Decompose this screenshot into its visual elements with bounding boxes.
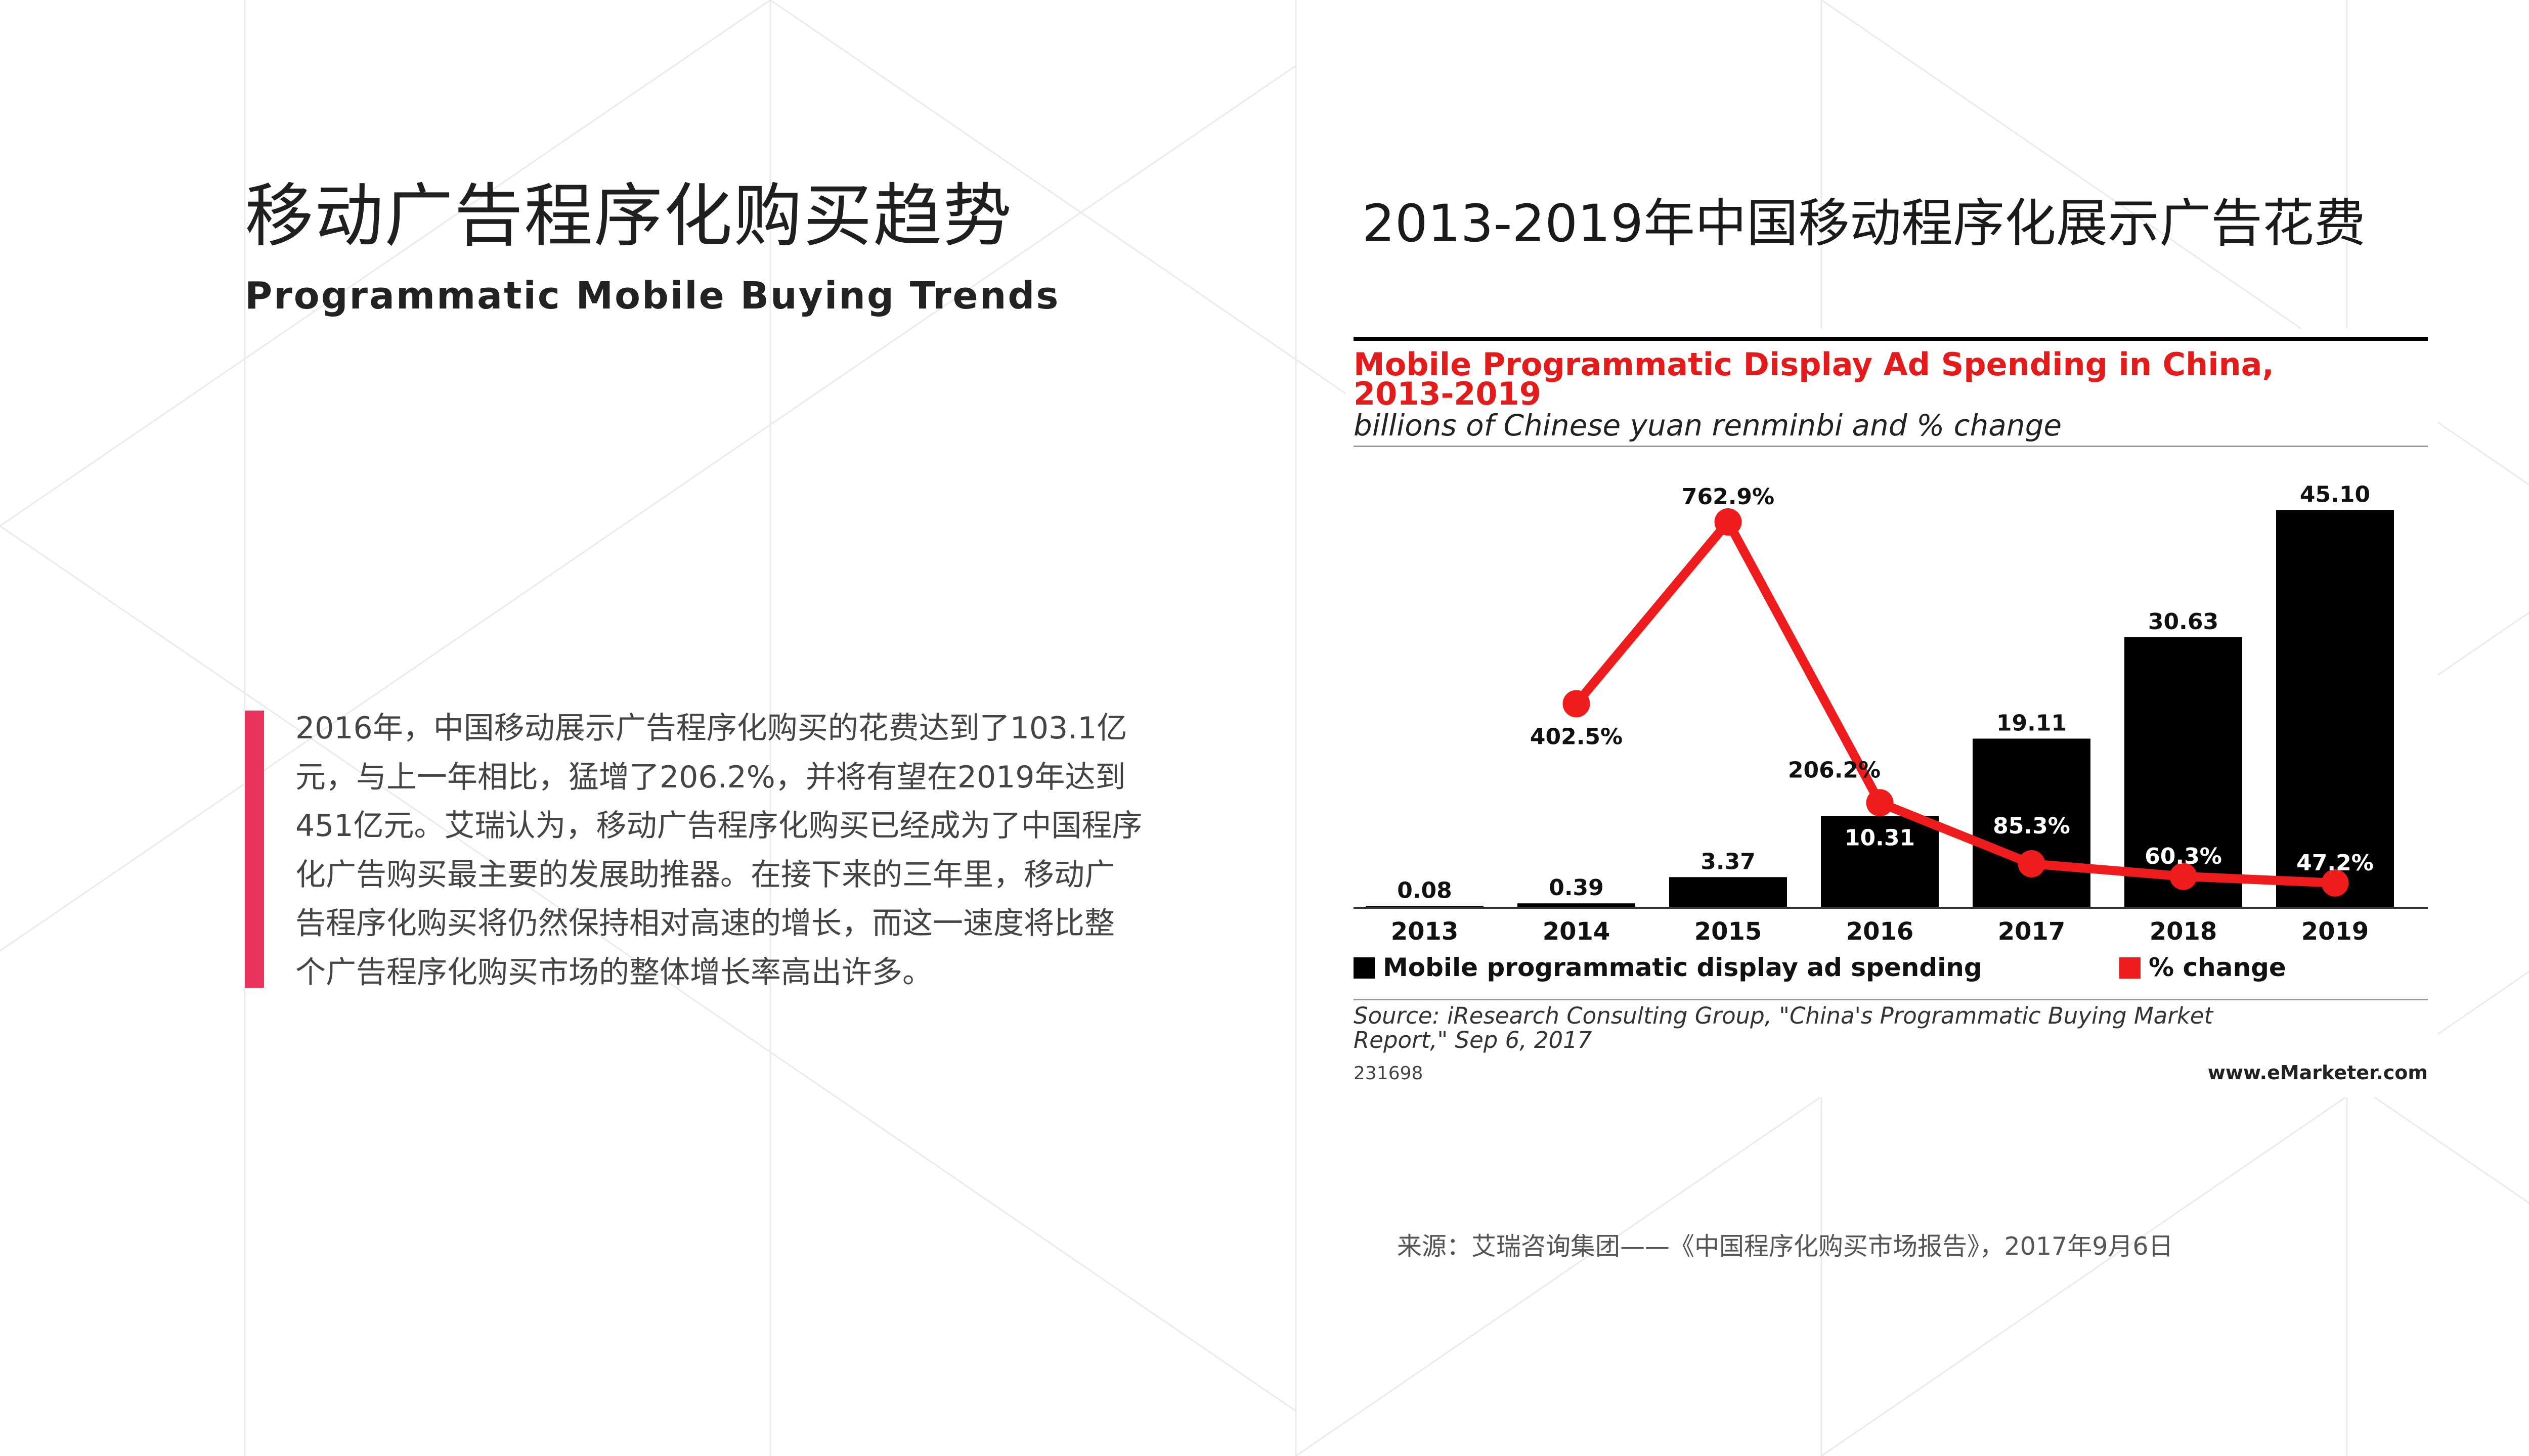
line-value-label-2017: 85.3% (1993, 813, 2070, 839)
chart-top-rule (1354, 337, 2428, 341)
x-tick-2017: 2017 (1998, 917, 2066, 946)
bar-2015 (1669, 877, 1787, 907)
line-point-2014 (1562, 690, 1590, 718)
bar-2013 (1366, 906, 1484, 907)
line-value-label-2019: 47.2% (2296, 850, 2374, 876)
chart-subtitle-rule (1354, 446, 2428, 447)
line-point-2015 (1714, 508, 1742, 536)
chart-id: 231698 (1354, 1063, 1423, 1084)
bar-2016 (1821, 816, 1939, 907)
chart-heading: 2013-2019年中国移动程序化展示广告花费 (1362, 194, 2366, 254)
chart-source-line-1: Source: iResearch Consulting Group, "Chi… (1354, 1002, 2214, 1029)
line-value-label-2014: 402.5% (1530, 724, 1623, 750)
line-value-label-2015: 762.9% (1682, 484, 1774, 510)
spending-chart: Mobile Programmatic Display Ad Spending … (1345, 329, 2438, 1097)
accent-bar (245, 711, 264, 988)
description-paragraph: 2016年，中国移动展示广告程序化购买的花费达到了103.1亿 元，与上一年相比… (295, 704, 1211, 997)
legend-label-line: % change (2149, 953, 2286, 982)
x-tick-2015: 2015 (1694, 917, 1762, 946)
bar-2014 (1517, 903, 1635, 907)
x-tick-2019: 2019 (2301, 917, 2369, 946)
bar-2017 (1973, 738, 2090, 907)
bar-value-label-2019: 45.10 (2300, 481, 2370, 507)
line-point-2018 (2169, 862, 2197, 890)
paragraph-line: 451亿元。艾瑞认为，移动广告程序化购买已经成为了中国程序 (295, 808, 1143, 844)
x-tick-2016: 2016 (1846, 917, 1914, 946)
chart-brand: www.eMarketer.com (2208, 1062, 2428, 1084)
line-point-2016 (1866, 789, 1894, 817)
x-tick-2014: 2014 (1543, 917, 1610, 946)
chart-title-line-2: 2013-2019 (1354, 375, 1541, 412)
chart-title-line-1: Mobile Programmatic Display Ad Spending … (1354, 346, 2274, 383)
bar-2019 (2276, 510, 2394, 907)
bar-value-label-2015: 3.37 (1700, 849, 1756, 874)
chart-source-rule (1354, 999, 2428, 1000)
bar-value-label-2013: 0.08 (1397, 878, 1452, 904)
line-series-change (1572, 517, 2340, 888)
page-title: 移动广告程序化购买趋势 (245, 177, 1013, 256)
plot-area: 0.08 0.39 3.37 10.31 19.11 30.63 45.10 2013 2014… (1354, 481, 2428, 982)
bar-value-label-2014: 0.39 (1549, 875, 1604, 901)
bar-value-label-2018: 30.63 (2148, 609, 2218, 635)
source-note: 来源：艾瑞咨询集团——《中国程序化购买市场报告》，2017年9月6日 (1397, 1232, 2173, 1261)
bar-2018 (2124, 637, 2242, 907)
paragraph-line: 个广告程序化购买市场的整体增长率高出许多。 (295, 954, 933, 990)
x-tick-2018: 2018 (2150, 917, 2217, 946)
paragraph-line: 元，与上一年相比，猛增了206.2%，并将有望在2019年达到 (295, 759, 1126, 795)
bar-value-label-2017: 19.11 (1996, 710, 2067, 736)
paragraph-line: 化广告购买最主要的发展助推器。在接下来的三年里，移动广 (295, 857, 1115, 893)
x-tick-2013: 2013 (1391, 917, 1459, 946)
legend-swatch-line (2119, 957, 2141, 979)
line-value-label-2016: 206.2% (1788, 757, 1881, 783)
paragraph-line: 2016年，中国移动展示广告程序化购买的花费达到了103.1亿 (295, 711, 1127, 746)
paragraph-line: 告程序化购买将仍然保持相对高速的增长，而这一速度将比整 (295, 906, 1115, 941)
legend-swatch-bar (1354, 957, 1375, 979)
bar-value-label-2016: 10.31 (1845, 825, 1915, 851)
chart-source-line-2: Report," Sep 6, 2017 (1354, 1027, 1592, 1053)
page-subtitle: Programmatic Mobile Buying Trends (245, 274, 1060, 318)
line-point-2017 (2018, 850, 2045, 877)
x-axis-line (1354, 907, 2428, 909)
legend-label-bar: Mobile programmatic display ad spending (1383, 953, 1982, 982)
line-point-2019 (2321, 869, 2349, 897)
chart-subtitle: billions of Chinese yuan renminbi and % … (1354, 408, 2062, 443)
line-value-label-2018: 60.3% (2145, 844, 2222, 869)
